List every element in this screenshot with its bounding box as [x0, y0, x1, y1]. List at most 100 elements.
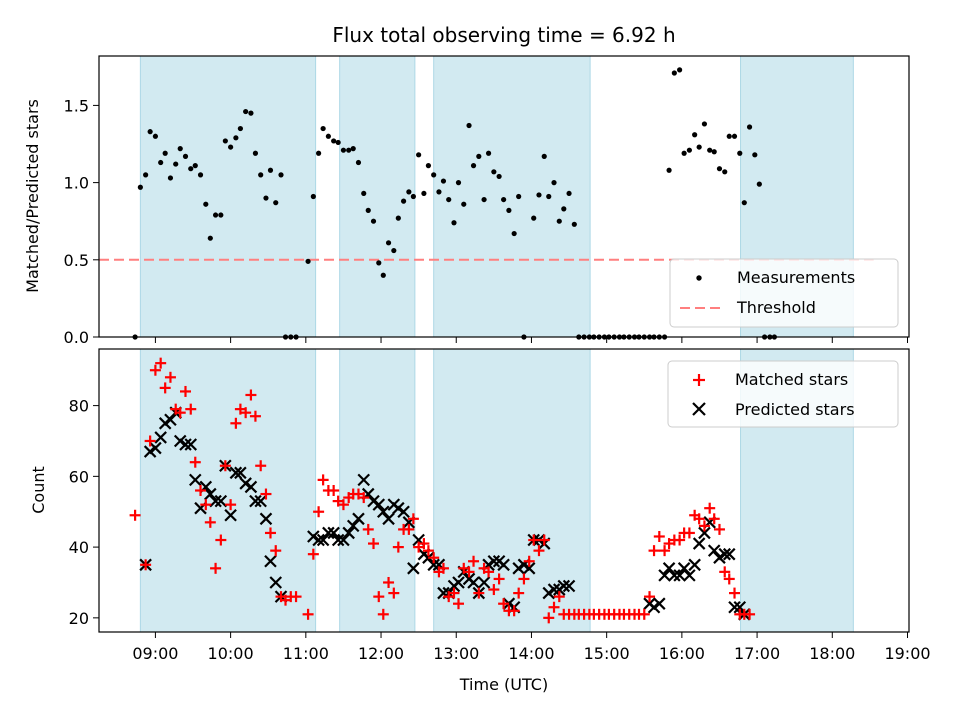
matched-star-point	[240, 407, 252, 419]
measurement-point	[571, 221, 577, 227]
matched-star-point	[129, 509, 141, 521]
measurement-point	[278, 172, 284, 178]
measurement-point	[485, 150, 492, 156]
measurement-point	[218, 212, 224, 218]
predicted-star-point	[249, 494, 262, 508]
bottom-axes-frame	[98, 348, 910, 633]
matched-star-point	[204, 516, 216, 528]
measurement-point	[395, 215, 401, 221]
matched-star-point	[230, 417, 242, 429]
bottom-legend: Matched stars Predicted stars	[667, 360, 899, 428]
x-tick-label: 12:00	[358, 644, 404, 663]
matched-star-point	[713, 523, 725, 535]
observing-window	[139, 348, 317, 633]
x-tick-label: 13:00	[433, 644, 479, 663]
matched-star-point	[719, 566, 731, 578]
matched-star-point	[468, 555, 480, 567]
predicted-star-point	[407, 562, 420, 575]
legend-threshold-label: Threshold	[736, 298, 816, 317]
matched-star-point	[337, 499, 349, 511]
matched-star-point	[437, 562, 449, 574]
matched-star-point	[144, 435, 156, 447]
x-tick-label: 19:00	[884, 644, 930, 663]
predicted-star-point	[467, 576, 480, 589]
measurement-point	[263, 195, 269, 201]
matched-star-point	[683, 527, 695, 539]
matched-star-point	[307, 548, 319, 560]
measurement-point	[331, 138, 337, 144]
predicted-star-point	[452, 576, 465, 589]
observing-window	[433, 55, 591, 338]
observing-window	[139, 55, 317, 338]
bottom-y-tick-label: 80	[69, 397, 89, 416]
measurement-point	[556, 218, 562, 224]
matched-star-point	[548, 601, 560, 613]
measurement-point	[461, 201, 467, 207]
measurement-point	[361, 190, 367, 197]
measurement-point	[677, 67, 683, 73]
predicted-star-point	[677, 562, 691, 575]
measurement-point	[536, 192, 542, 198]
measurement-point	[431, 172, 437, 178]
measurement-point	[248, 110, 254, 116]
measurement-point	[416, 152, 422, 158]
matched-star-point	[698, 520, 710, 532]
measurement-point	[491, 169, 497, 175]
measurement-point	[162, 150, 168, 156]
matched-star-point	[513, 587, 525, 599]
measurement-point	[446, 196, 452, 203]
predicted-star-point	[154, 431, 167, 444]
matched-star-point	[488, 584, 500, 596]
matched-star-point	[659, 545, 671, 557]
matched-star-point	[638, 608, 650, 620]
predicted-star-point	[224, 508, 237, 522]
measurement-point	[400, 198, 407, 204]
measurement-point	[666, 167, 672, 173]
matched-star-point	[388, 587, 400, 599]
predicted-star-point	[547, 583, 561, 596]
predicted-star-point	[229, 466, 243, 480]
predicted-star-point	[352, 512, 365, 526]
measurement-point	[481, 196, 487, 203]
matched-star-point	[538, 534, 550, 546]
measurement-point	[340, 147, 347, 153]
bottom-y-tick-label: 40	[69, 538, 89, 557]
bottom-y-ticks: 20 40 60 80	[69, 397, 99, 628]
matched-star-point	[528, 534, 540, 546]
predicted-star-point	[653, 597, 666, 610]
measurement-point	[335, 139, 341, 146]
top-y-tick-label: 1.5	[64, 96, 89, 115]
matched-star-point	[195, 485, 207, 496]
matched-star-point	[729, 587, 741, 599]
matched-star-point	[518, 573, 530, 585]
predicted-star-point	[668, 569, 681, 582]
measurement-point	[158, 159, 164, 166]
measurement-point	[711, 149, 717, 155]
matched-star-point	[313, 506, 325, 518]
matched-star-point	[644, 591, 656, 603]
predicted-star-point	[427, 558, 440, 572]
measurement-point	[511, 230, 517, 237]
predicted-star-point	[477, 576, 491, 589]
measurement-point	[455, 180, 462, 186]
top-y-tick-label: 0.5	[64, 251, 89, 270]
measurement-point	[466, 122, 472, 129]
measurement-point	[681, 150, 687, 156]
measurement-point	[325, 133, 331, 139]
predicted-star-point	[487, 554, 501, 568]
x-axis-label: Time (UTC)	[459, 675, 548, 694]
measurement-point	[182, 153, 189, 159]
matched-star-point	[328, 485, 340, 496]
predicted-star-point	[346, 519, 360, 533]
matched-star-point	[155, 357, 167, 369]
measurement-point	[541, 153, 547, 159]
measurement-point	[391, 247, 397, 254]
predicted-star-point	[562, 579, 576, 593]
predicted-star-point	[179, 438, 192, 451]
predicted-star-point	[188, 473, 202, 487]
measurement-point	[243, 108, 249, 115]
top-observing-windows	[139, 55, 854, 338]
measurement-point	[566, 190, 572, 197]
measurement-point	[370, 218, 377, 224]
predicted-star-point	[337, 533, 350, 547]
